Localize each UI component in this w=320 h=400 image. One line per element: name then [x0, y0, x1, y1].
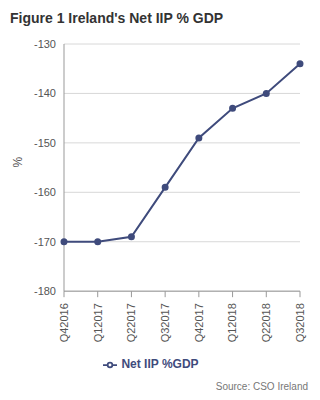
svg-text:Q22017: Q22017 — [125, 303, 137, 342]
svg-text:Q42017: Q42017 — [193, 303, 205, 342]
svg-text:Q22018: Q22018 — [260, 303, 272, 342]
svg-text:Q32017: Q32017 — [159, 303, 171, 342]
html-text:Net IIP %GDP: Net IIP %GDP — [121, 357, 199, 372]
svg-text:-180: -180 — [34, 285, 56, 297]
svg-text:%: % — [11, 157, 25, 168]
html-text:Source: CSO Ireland: Source: CSO Ireland — [215, 381, 308, 392]
svg-text:-160: -160 — [34, 186, 56, 198]
svg-text:Q12018: Q12018 — [226, 303, 238, 342]
svg-text:-150: -150 — [34, 137, 56, 149]
svg-text:Q12017: Q12017 — [92, 303, 104, 342]
svg-text:-130: -130 — [34, 38, 56, 50]
html-text:Figure 1 Ireland's Net IIP % G: Figure 1 Ireland's Net IIP % GDP — [10, 10, 224, 26]
svg-text:Q42016: Q42016 — [58, 303, 70, 342]
svg-text:-170: -170 — [34, 236, 56, 248]
svg-text:Q32018: Q32018 — [294, 303, 306, 342]
svg-text:-140: -140 — [34, 87, 56, 99]
